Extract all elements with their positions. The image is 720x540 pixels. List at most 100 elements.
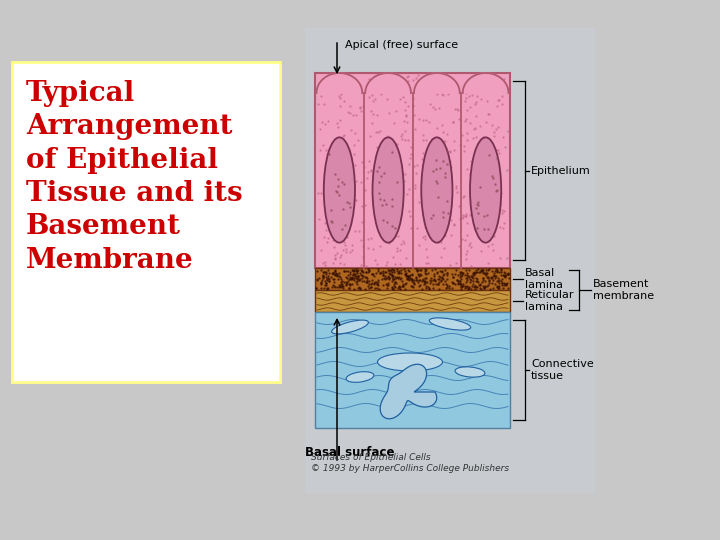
Point	[454, 140, 466, 149]
Point	[411, 224, 423, 232]
Point	[469, 282, 480, 291]
Point	[472, 278, 483, 287]
Point	[356, 267, 368, 275]
Point	[439, 173, 451, 181]
Point	[414, 280, 426, 289]
Point	[322, 183, 333, 191]
Point	[383, 266, 395, 274]
Point	[438, 244, 450, 253]
Point	[482, 225, 494, 234]
Point	[334, 282, 346, 291]
Point	[465, 156, 477, 165]
Point	[475, 247, 487, 255]
Point	[441, 215, 453, 224]
Point	[331, 272, 343, 280]
Point	[498, 280, 510, 289]
Point	[395, 284, 406, 293]
Point	[432, 238, 444, 246]
Point	[318, 87, 330, 96]
Point	[348, 275, 360, 284]
Point	[358, 272, 369, 281]
Point	[469, 124, 480, 133]
Point	[320, 261, 331, 269]
Point	[382, 183, 393, 191]
Point	[390, 260, 401, 268]
Point	[369, 280, 380, 289]
Point	[465, 185, 477, 193]
Point	[384, 185, 395, 194]
Point	[352, 136, 364, 144]
Point	[310, 284, 322, 293]
Point	[366, 86, 378, 94]
Point	[400, 268, 411, 277]
Point	[503, 274, 515, 282]
Point	[469, 204, 481, 212]
Point	[402, 274, 413, 282]
Point	[341, 248, 352, 256]
Point	[335, 154, 346, 163]
Point	[441, 271, 453, 279]
Point	[363, 157, 374, 165]
Point	[326, 269, 338, 278]
Point	[491, 154, 503, 163]
Point	[468, 267, 480, 276]
Point	[395, 260, 406, 268]
Point	[482, 274, 494, 282]
Point	[469, 271, 480, 279]
Point	[328, 278, 340, 286]
Point	[366, 90, 377, 99]
Point	[342, 107, 354, 116]
Point	[349, 272, 361, 280]
Point	[437, 271, 449, 279]
Point	[491, 276, 503, 285]
Point	[326, 218, 338, 226]
Point	[380, 199, 392, 208]
Point	[369, 94, 380, 103]
Point	[372, 143, 383, 151]
Point	[340, 267, 351, 275]
Point	[362, 243, 374, 252]
Point	[353, 227, 364, 235]
Point	[314, 125, 325, 133]
Point	[338, 260, 349, 269]
Point	[460, 93, 472, 102]
Point	[442, 209, 454, 218]
Point	[431, 156, 442, 164]
Point	[477, 132, 488, 141]
Point	[479, 284, 490, 293]
Point	[436, 74, 447, 83]
Point	[472, 76, 484, 85]
Point	[383, 273, 395, 282]
Point	[425, 144, 436, 153]
Point	[462, 231, 473, 239]
Point	[366, 270, 378, 279]
Point	[369, 187, 381, 195]
Point	[455, 272, 467, 280]
Bar	[305, 28, 595, 493]
Point	[478, 284, 490, 292]
Point	[456, 269, 468, 278]
Point	[461, 79, 472, 88]
Point	[371, 166, 382, 175]
Point	[462, 272, 474, 280]
Point	[447, 279, 459, 287]
Point	[325, 217, 336, 225]
Point	[472, 198, 483, 206]
Point	[478, 218, 490, 227]
Point	[356, 218, 367, 226]
Point	[453, 280, 464, 289]
Point	[343, 284, 355, 292]
Point	[364, 132, 376, 141]
Point	[484, 277, 495, 286]
Point	[461, 275, 472, 284]
Point	[366, 276, 377, 285]
Point	[360, 261, 372, 270]
Point	[456, 271, 467, 279]
Point	[487, 272, 498, 280]
Point	[393, 282, 405, 291]
Point	[424, 80, 436, 89]
Point	[449, 270, 461, 279]
Point	[315, 246, 327, 254]
Point	[449, 146, 460, 154]
Point	[344, 247, 356, 256]
